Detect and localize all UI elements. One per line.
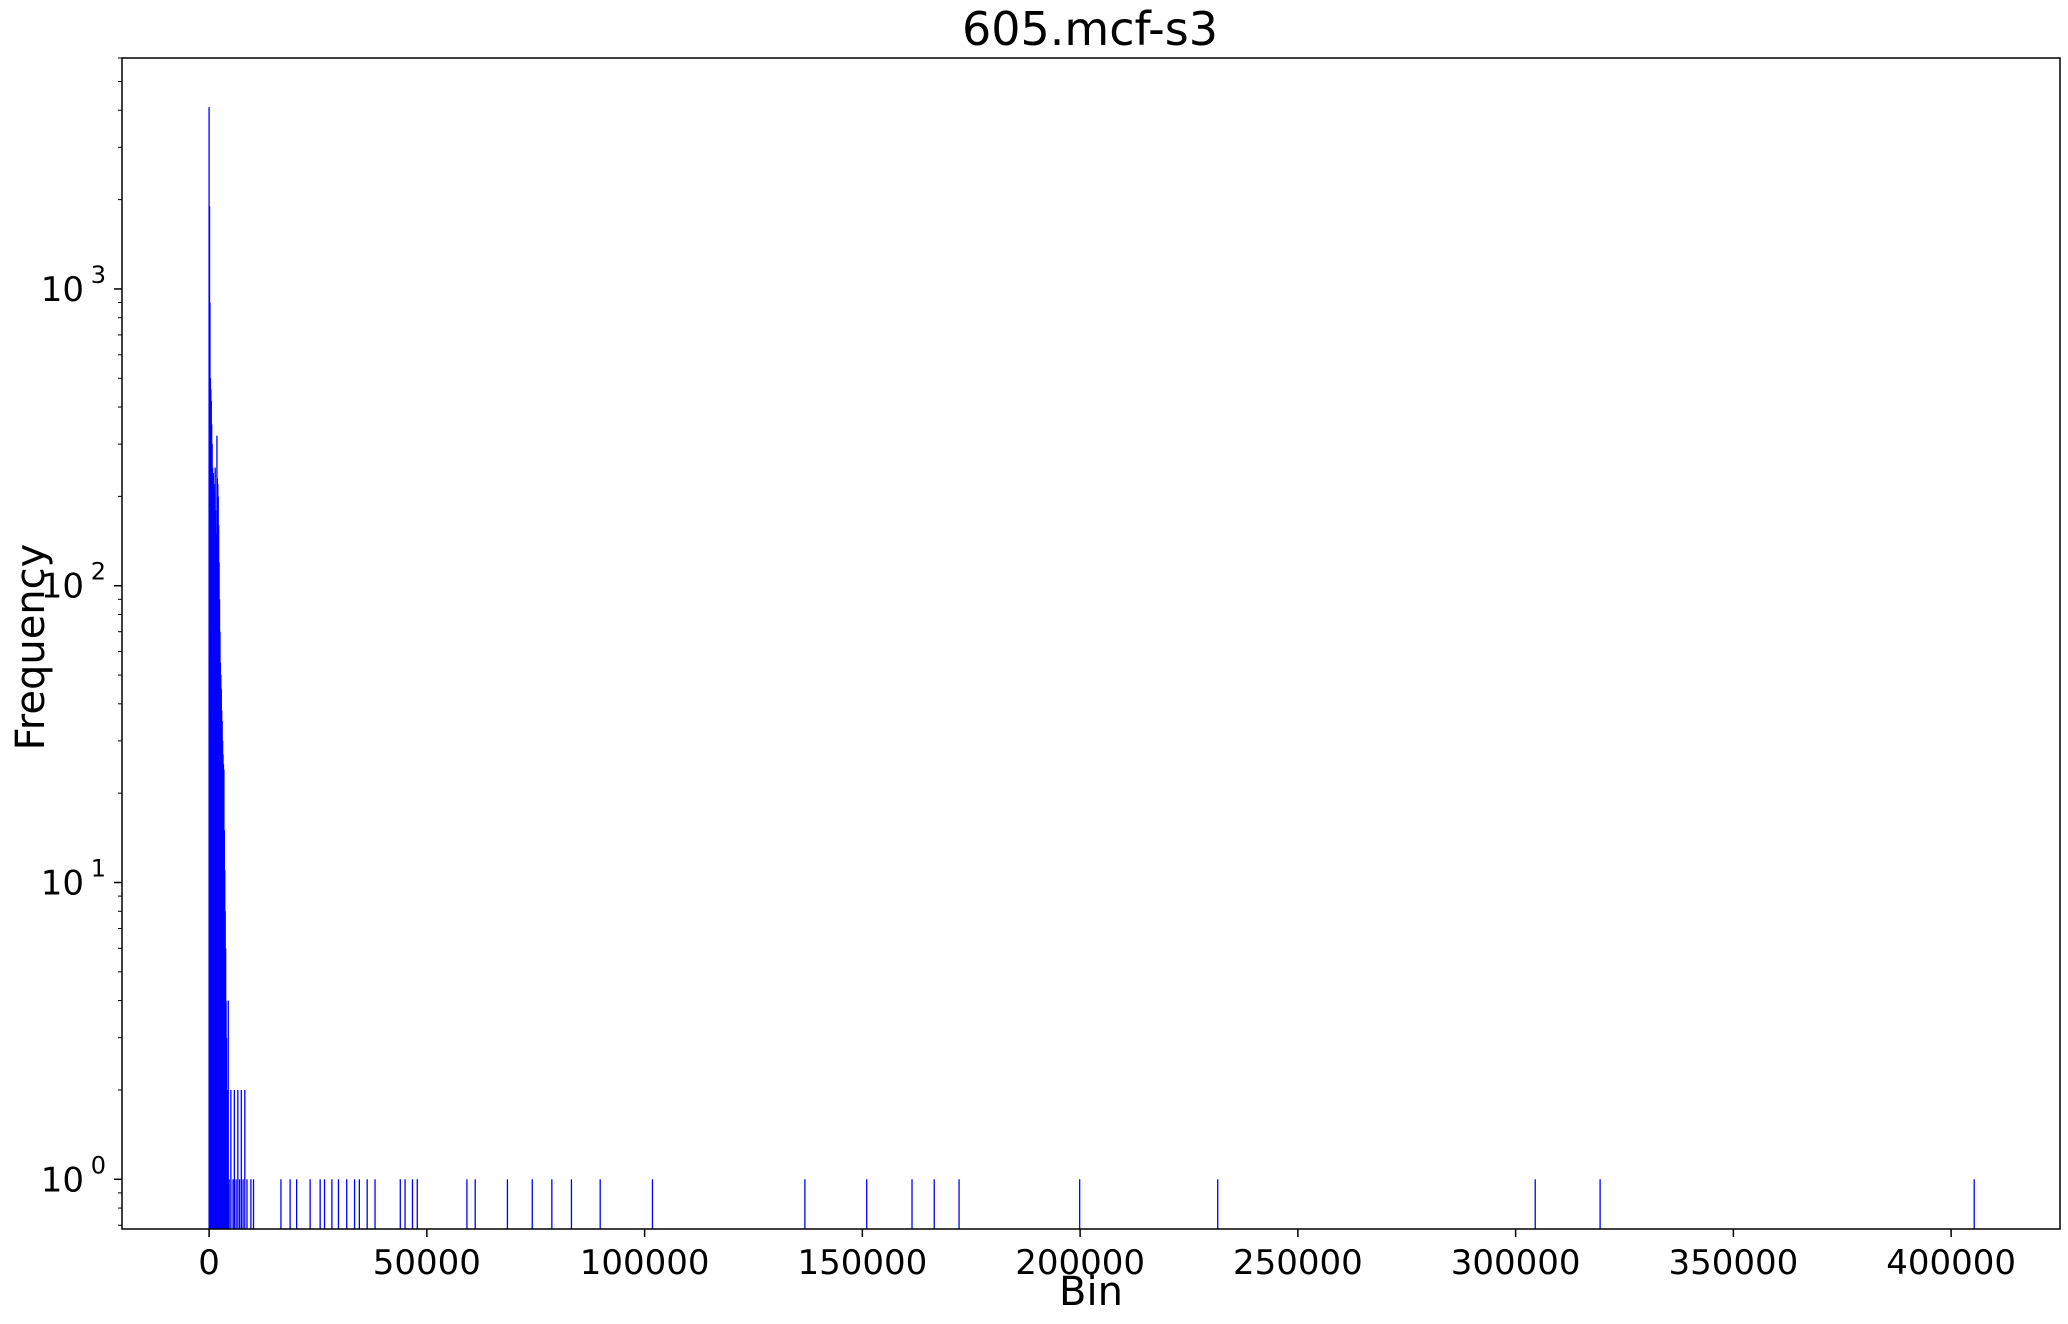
y-tick-exponent: 3 [91, 261, 106, 289]
y-tick-label: 10 [41, 864, 84, 904]
y-tick-label: 10 [41, 567, 84, 607]
y-tick-label: 10 [41, 1160, 84, 1200]
y-tick-exponent: 2 [91, 558, 106, 586]
x-tick-label: 400000 [1886, 1243, 2016, 1283]
chart-title: 605.mcf-s3 [962, 2, 1218, 56]
y-axis-label: Frequency [8, 544, 54, 751]
plot-area-frame [121, 57, 2061, 1230]
x-tick-label: 350000 [1668, 1243, 1798, 1283]
x-axis-label: Bin [1059, 1269, 1123, 1315]
x-tick-label: 100000 [580, 1243, 710, 1283]
x-tick-label: 300000 [1451, 1243, 1581, 1283]
x-tick-label: 50000 [373, 1243, 481, 1283]
x-tick-label: 250000 [1233, 1243, 1363, 1283]
y-tick-exponent: 1 [91, 855, 106, 883]
x-tick-label: 150000 [797, 1243, 927, 1283]
x-tick-label: 200000 [1015, 1243, 1145, 1283]
histogram-bars [208, 107, 1975, 1229]
y-tick-label: 10 [41, 270, 84, 310]
x-axis: 0 50000 100000 150000 200000 250000 300000 3500… [198, 1229, 2016, 1283]
y-tick-exponent: 0 [91, 1151, 106, 1179]
x-tick-label: 0 [198, 1243, 220, 1283]
